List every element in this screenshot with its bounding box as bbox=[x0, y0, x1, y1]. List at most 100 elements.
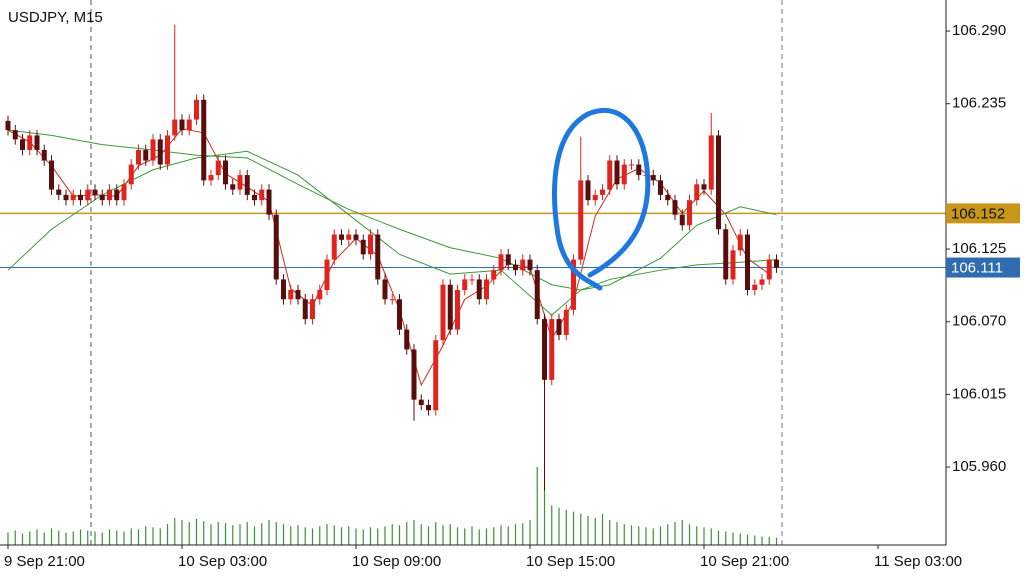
candle-body bbox=[578, 180, 584, 260]
candle-body bbox=[121, 184, 127, 201]
candle-body bbox=[237, 175, 243, 190]
candle-body bbox=[469, 279, 475, 281]
candle-body bbox=[368, 234, 373, 255]
y-tick-label: 105.960 bbox=[952, 458, 1006, 475]
candle-body bbox=[484, 279, 489, 300]
candle-body bbox=[150, 139, 156, 161]
candle-body bbox=[70, 194, 76, 201]
candle-body bbox=[730, 250, 736, 280]
candle-body bbox=[78, 194, 83, 201]
candle-body bbox=[556, 319, 562, 335]
candle-body bbox=[440, 284, 446, 341]
candle-body bbox=[157, 139, 163, 165]
candle-body bbox=[549, 319, 555, 380]
y-tick-label: 106.125 bbox=[952, 240, 1006, 257]
chart-title: USDJPY, M15 bbox=[8, 9, 103, 26]
candle-body bbox=[418, 399, 424, 405]
ma-layer bbox=[7, 128, 777, 387]
candle-body bbox=[215, 160, 221, 176]
candle-body bbox=[513, 264, 518, 271]
candle-body bbox=[194, 99, 199, 120]
candle-body bbox=[92, 189, 98, 195]
candle-body bbox=[201, 99, 207, 181]
candle-layer bbox=[5, 24, 779, 491]
candle-body bbox=[600, 189, 605, 195]
candle-body bbox=[621, 164, 627, 185]
candle-body bbox=[462, 279, 468, 291]
candle-body bbox=[745, 234, 750, 291]
candle-body bbox=[665, 194, 671, 201]
candle-body bbox=[20, 139, 25, 150]
candle-body bbox=[426, 404, 431, 411]
volume-layer bbox=[7, 467, 778, 545]
candle-body bbox=[85, 189, 91, 201]
candle-body bbox=[244, 175, 250, 195]
candle-body bbox=[12, 130, 18, 140]
candle-body bbox=[498, 254, 504, 271]
candle-body bbox=[629, 164, 634, 166]
candle-body bbox=[708, 135, 714, 190]
candle-body bbox=[41, 149, 47, 161]
candle-body bbox=[455, 290, 460, 330]
candle-body bbox=[563, 309, 569, 335]
candle-body bbox=[172, 119, 178, 136]
x-tick-label: 11 Sep 03:00 bbox=[874, 553, 962, 570]
hand-drawn-circle bbox=[552, 107, 651, 291]
candle-body bbox=[143, 149, 149, 161]
axis-layer: 106.290 106.235 106.125 106.070 106.015 105.9… bbox=[4, 22, 1020, 570]
candle-body bbox=[223, 160, 228, 185]
candle-body bbox=[585, 180, 591, 201]
candle-body bbox=[382, 279, 388, 300]
candle-body bbox=[5, 120, 11, 131]
candle-body bbox=[737, 234, 743, 251]
candle-body bbox=[259, 189, 265, 201]
candle-body bbox=[672, 200, 678, 215]
candle-body bbox=[571, 259, 576, 310]
y-tick-label: 106.290 bbox=[952, 22, 1006, 39]
candle-body bbox=[650, 175, 656, 181]
candle-body bbox=[49, 160, 54, 190]
candle-body bbox=[375, 234, 381, 280]
candle-body bbox=[614, 160, 620, 185]
price-level-box bbox=[946, 203, 1020, 224]
candle-body bbox=[476, 279, 482, 300]
y-tick-label: 106.235 bbox=[952, 95, 1006, 112]
candle-body bbox=[360, 239, 366, 255]
candle-body bbox=[324, 259, 330, 291]
candle-body bbox=[114, 189, 120, 201]
candle-body bbox=[542, 319, 547, 380]
y-tick-label: 106.070 bbox=[952, 313, 1006, 330]
x-tick-label: 10 Sep 03:00 bbox=[178, 553, 267, 570]
y-tick-label: 106.015 bbox=[952, 385, 1006, 402]
moving-average bbox=[7, 129, 777, 291]
price-level-label: 106.152 bbox=[951, 205, 1005, 222]
candle-body bbox=[136, 149, 141, 165]
candle-body bbox=[331, 234, 337, 260]
candle-body bbox=[208, 175, 214, 181]
moving-average bbox=[7, 150, 777, 316]
candle-body bbox=[346, 234, 352, 240]
candle-body bbox=[310, 299, 315, 320]
candle-body bbox=[266, 189, 272, 215]
x-tick-label: 10 Sep 21:00 bbox=[700, 553, 789, 570]
candle-body bbox=[759, 279, 765, 285]
candle-body bbox=[607, 160, 613, 190]
candle-body bbox=[179, 119, 185, 131]
candle-body bbox=[99, 194, 105, 201]
candle-body bbox=[165, 135, 170, 165]
candle-body bbox=[658, 180, 663, 195]
candle-body bbox=[687, 200, 692, 226]
candle-body bbox=[592, 194, 598, 201]
candle-body bbox=[527, 259, 533, 271]
candle-body bbox=[679, 214, 685, 226]
candle-body bbox=[353, 234, 359, 240]
x-tick-label: 9 Sep 21:00 bbox=[4, 553, 85, 570]
candle-body bbox=[252, 194, 257, 201]
candle-body bbox=[752, 284, 758, 291]
candle-body bbox=[404, 329, 410, 350]
candle-body bbox=[716, 135, 721, 230]
candle-body bbox=[447, 284, 453, 330]
